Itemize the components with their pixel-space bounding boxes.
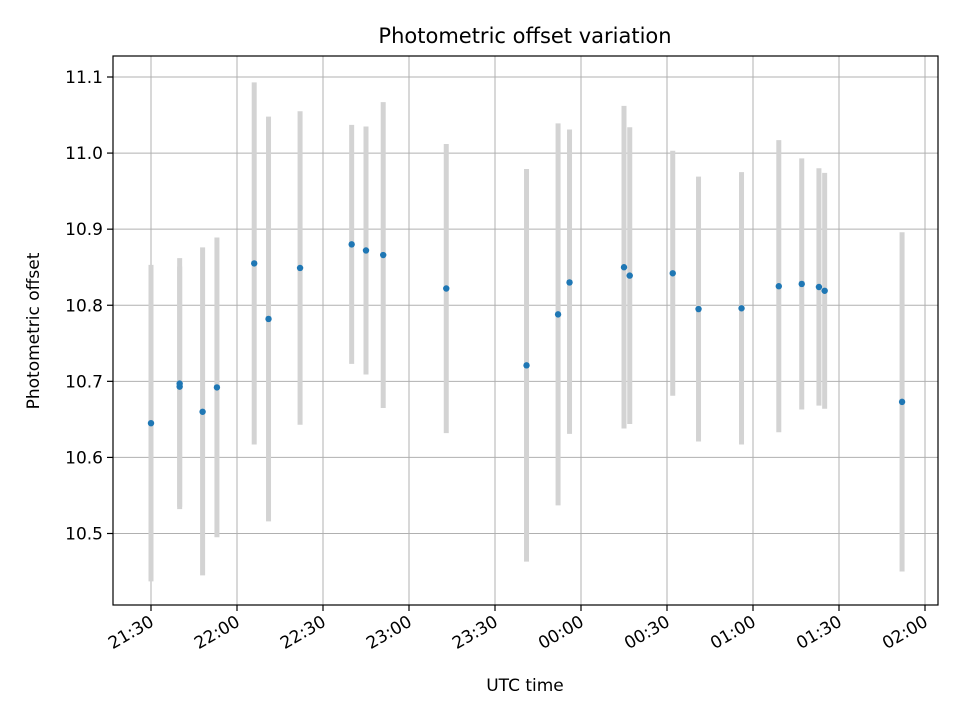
y-tick-label: 10.7 <box>65 372 103 392</box>
data-point <box>821 287 828 294</box>
data-point <box>348 241 355 248</box>
data-point <box>898 398 906 406</box>
x-tick-label: 23:00 <box>363 612 415 654</box>
y-tick-label: 10.6 <box>65 448 103 468</box>
y-axis-ticks: 10.5 10.6 10.7 10.8 10.9 11.0 11.1 <box>65 68 113 545</box>
y-tick-label: 11.0 <box>65 144 103 164</box>
data-point <box>176 380 183 387</box>
data-point <box>695 305 702 313</box>
data-point <box>738 305 745 312</box>
data-point <box>620 264 628 271</box>
x-tick-label: 23:30 <box>449 612 501 654</box>
data-point <box>566 279 573 286</box>
data-point <box>362 247 370 254</box>
x-tick-label: 00:00 <box>535 612 587 654</box>
y-tick-label: 11.1 <box>65 68 103 88</box>
data-point <box>380 251 387 259</box>
plot-frame <box>112 55 939 606</box>
data-point <box>265 315 272 323</box>
chart-title: Photometric offset variation <box>378 24 671 48</box>
data-point <box>775 283 782 290</box>
data-point <box>213 384 221 391</box>
data-point <box>554 311 562 318</box>
data-point <box>199 408 206 415</box>
data-points <box>147 241 906 427</box>
x-tick-label: 00:30 <box>621 612 673 654</box>
y-axis-label: Photometric offset <box>24 252 44 409</box>
data-point <box>798 280 805 288</box>
data-point <box>815 283 823 291</box>
data-point <box>251 260 258 267</box>
data-point <box>669 270 676 277</box>
x-axis-ticks: 21:30 22:00 22:30 23:00 23:30 00:00 00:30 01:00… <box>105 605 932 654</box>
data-point <box>523 362 530 369</box>
data-point <box>443 285 450 292</box>
x-tick-label: 21:30 <box>105 612 157 654</box>
data-point <box>626 272 633 279</box>
y-tick-label: 10.5 <box>65 525 103 545</box>
x-tick-label: 02:00 <box>879 612 931 654</box>
x-tick-label: 01:30 <box>793 612 845 654</box>
data-point <box>147 419 155 427</box>
x-tick-label: 22:00 <box>191 612 243 654</box>
x-tick-label: 22:30 <box>277 612 329 654</box>
x-axis-label: UTC time <box>486 676 564 696</box>
y-tick-label: 10.8 <box>65 296 103 316</box>
data-point <box>296 264 304 272</box>
error-bars <box>148 82 905 582</box>
x-tick-label: 01:00 <box>707 612 759 654</box>
y-tick-label: 10.9 <box>65 220 103 240</box>
